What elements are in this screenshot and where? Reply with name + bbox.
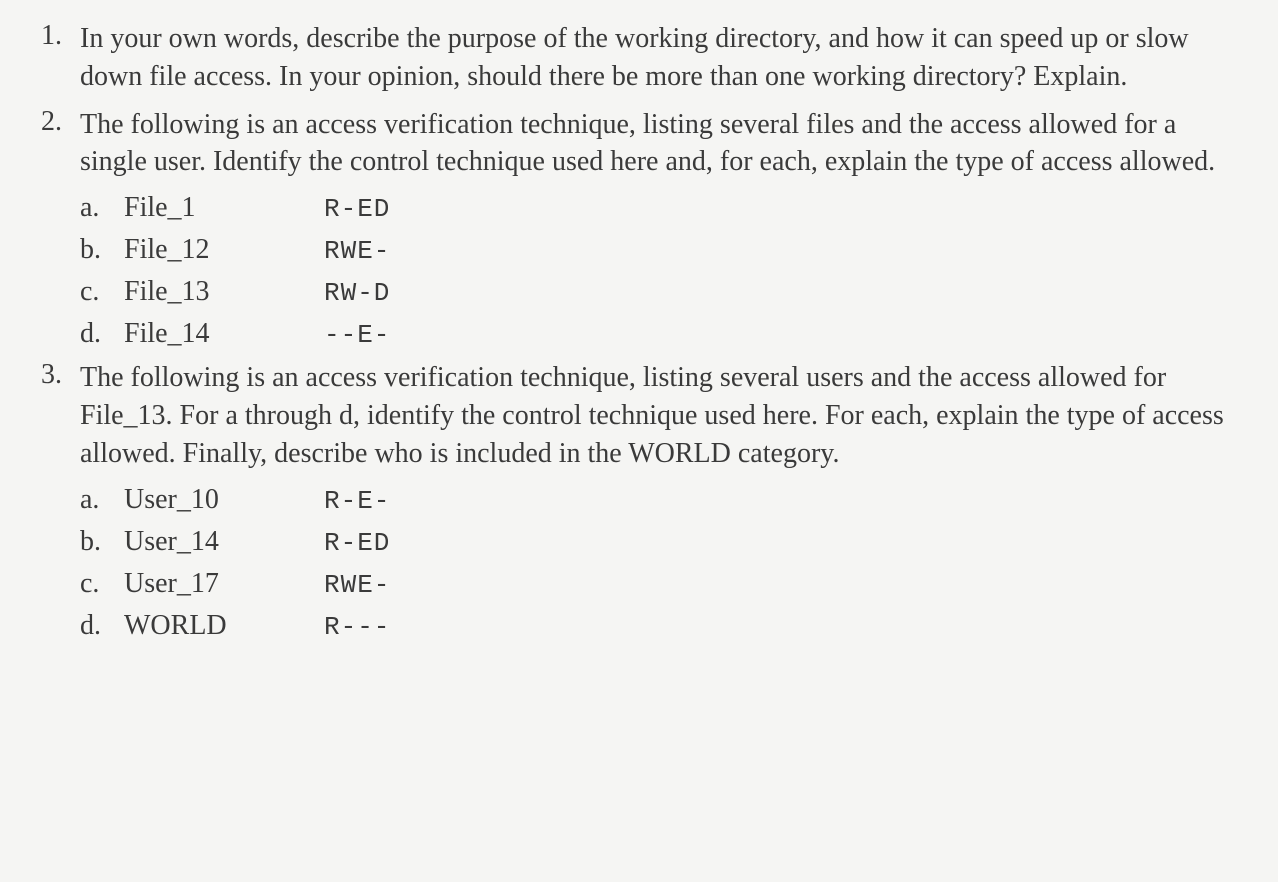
sub-list: a. User_10 R-E- b. User_14 R-ED c. User_… <box>80 479 1228 647</box>
sub-item: a. User_10 R-E- <box>80 479 1228 521</box>
sub-name: File_12 <box>124 229 324 271</box>
sub-code: R--- <box>324 608 390 647</box>
sub-code: R-ED <box>324 190 390 229</box>
question-item-1: 1. In your own words, describe the purpo… <box>30 20 1228 102</box>
question-text: In your own words, describe the purpose … <box>80 20 1228 96</box>
question-body: In your own words, describe the purpose … <box>80 20 1228 102</box>
sub-code: R-ED <box>324 524 390 563</box>
sub-item: c. User_17 RWE- <box>80 563 1228 605</box>
question-text: The following is an access verification … <box>80 359 1228 472</box>
question-body: The following is an access verification … <box>80 106 1228 356</box>
question-number: 3. <box>30 359 80 646</box>
sub-letter: d. <box>80 605 124 647</box>
question-text: The following is an access verification … <box>80 106 1228 182</box>
sub-letter: c. <box>80 271 124 313</box>
sub-name: File_13 <box>124 271 324 313</box>
sub-item: d. WORLD R--- <box>80 605 1228 647</box>
sub-name: File_1 <box>124 187 324 229</box>
question-number: 1. <box>30 20 80 102</box>
question-item-2: 2. The following is an access verificati… <box>30 106 1228 356</box>
sub-item: a. File_1 R-ED <box>80 187 1228 229</box>
sub-code: RW-D <box>324 274 390 313</box>
question-body: The following is an access verification … <box>80 359 1228 646</box>
sub-letter: a. <box>80 479 124 521</box>
sub-code: --E- <box>324 316 390 355</box>
question-number: 2. <box>30 106 80 356</box>
sub-letter: c. <box>80 563 124 605</box>
question-list: 1. In your own words, describe the purpo… <box>30 20 1228 647</box>
sub-code: RWE- <box>324 566 390 605</box>
sub-item: b. File_12 RWE- <box>80 229 1228 271</box>
question-item-3: 3. The following is an access verificati… <box>30 359 1228 646</box>
sub-letter: b. <box>80 521 124 563</box>
sub-item: c. File_13 RW-D <box>80 271 1228 313</box>
sub-name: WORLD <box>124 605 324 647</box>
sub-letter: b. <box>80 229 124 271</box>
sub-item: b. User_14 R-ED <box>80 521 1228 563</box>
sub-name: File_14 <box>124 313 324 355</box>
sub-letter: a. <box>80 187 124 229</box>
sub-name: User_14 <box>124 521 324 563</box>
sub-code: RWE- <box>324 232 390 271</box>
sub-item: d. File_14 --E- <box>80 313 1228 355</box>
sub-name: User_10 <box>124 479 324 521</box>
sub-name: User_17 <box>124 563 324 605</box>
sub-letter: d. <box>80 313 124 355</box>
sub-code: R-E- <box>324 482 390 521</box>
sub-list: a. File_1 R-ED b. File_12 RWE- c. File_1… <box>80 187 1228 355</box>
